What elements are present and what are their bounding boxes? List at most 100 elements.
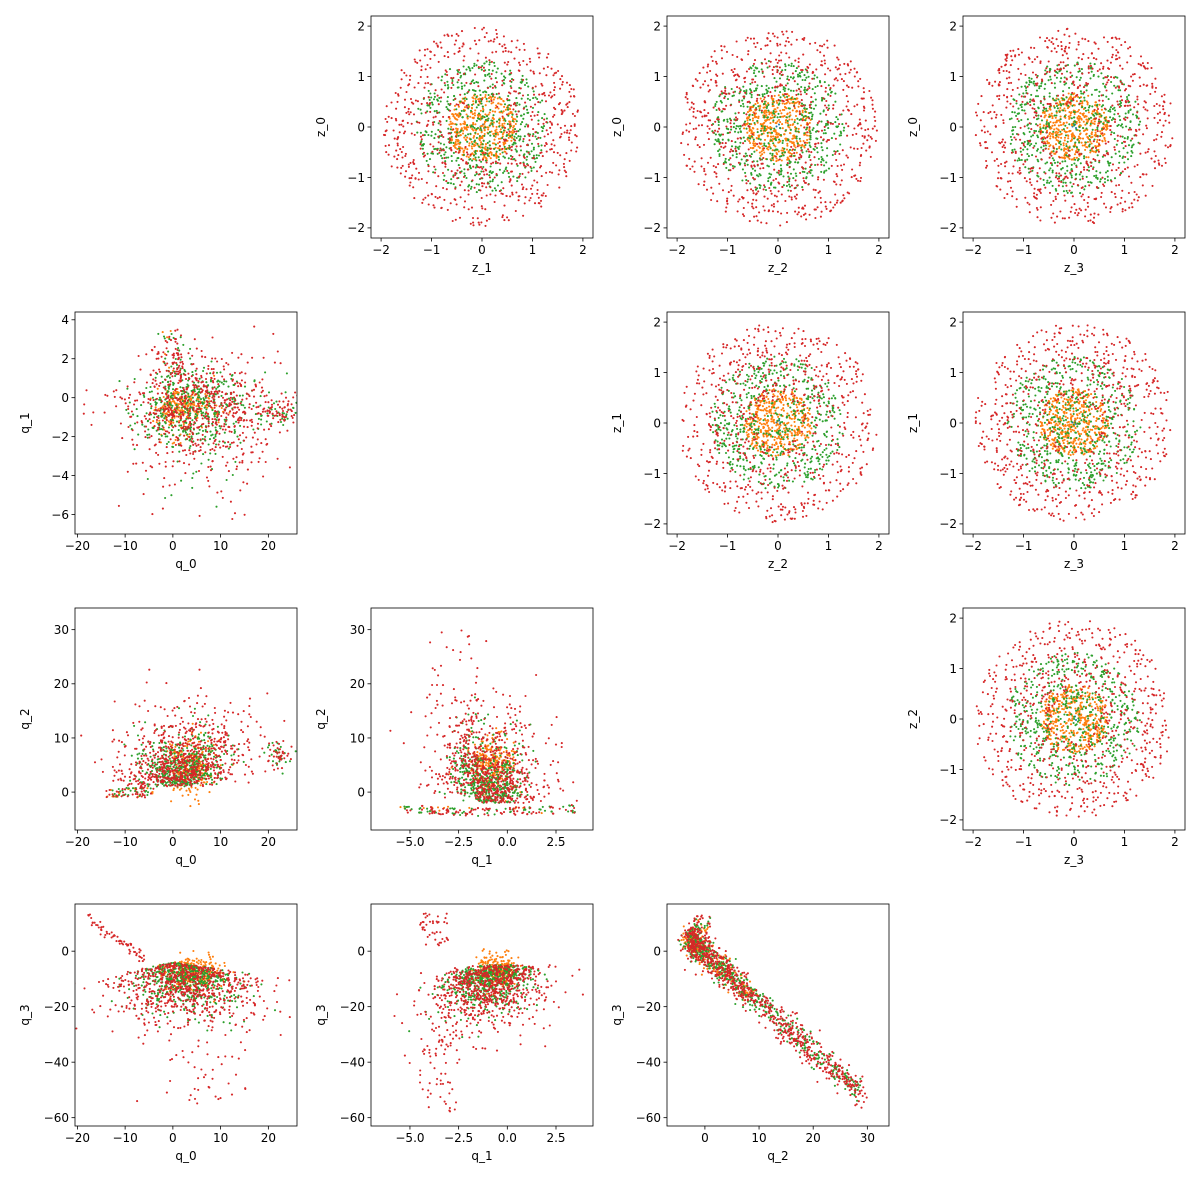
point (1044, 186, 1047, 189)
point (819, 215, 822, 218)
point (509, 85, 512, 88)
point (443, 34, 446, 37)
point (1070, 191, 1073, 194)
point (549, 126, 552, 129)
point (1146, 67, 1149, 70)
point (750, 188, 753, 191)
point (1137, 196, 1140, 199)
point (853, 127, 856, 130)
point (472, 116, 475, 119)
point (808, 82, 811, 85)
point (724, 95, 727, 98)
point (730, 189, 733, 192)
point (803, 91, 807, 94)
point (773, 94, 776, 97)
point (823, 129, 826, 132)
point (1068, 146, 1071, 149)
point (1068, 41, 1071, 45)
point (1029, 98, 1032, 101)
point (794, 158, 798, 161)
point (1052, 130, 1055, 133)
point (1075, 100, 1078, 103)
point (771, 149, 774, 152)
point (544, 194, 547, 198)
point (467, 66, 470, 69)
point (1113, 146, 1116, 149)
point (979, 119, 982, 122)
point (480, 141, 483, 144)
point (800, 215, 803, 218)
point (729, 169, 732, 172)
point (794, 59, 797, 62)
point (778, 158, 781, 161)
point (480, 160, 483, 163)
point (1101, 127, 1104, 130)
point (776, 85, 779, 88)
point (1023, 63, 1026, 66)
point (1113, 84, 1116, 87)
point (542, 125, 546, 128)
point (484, 208, 487, 211)
point (724, 92, 727, 95)
point (1129, 108, 1132, 111)
point (756, 67, 759, 70)
point (1065, 189, 1068, 192)
point (777, 94, 780, 97)
point (514, 110, 517, 113)
point (533, 114, 536, 117)
point (1121, 210, 1124, 213)
point (429, 106, 432, 109)
point (1030, 167, 1033, 170)
point (779, 91, 782, 94)
point (488, 124, 491, 127)
point (783, 133, 786, 136)
point (796, 83, 799, 86)
point (796, 142, 799, 145)
point (472, 154, 476, 157)
point (1044, 137, 1047, 140)
point (496, 142, 500, 145)
point (734, 73, 737, 76)
point (788, 140, 792, 143)
point (1110, 131, 1113, 134)
point (760, 85, 763, 88)
point (477, 173, 480, 176)
point (1104, 142, 1107, 145)
point (1035, 197, 1038, 200)
point (751, 113, 754, 116)
point (1036, 171, 1039, 175)
point (1124, 200, 1127, 203)
point (1123, 89, 1127, 92)
point (782, 33, 785, 36)
point (489, 180, 492, 183)
point (513, 157, 516, 161)
point (487, 97, 491, 100)
point (800, 156, 803, 159)
point (451, 79, 454, 83)
point (397, 93, 400, 96)
point (538, 72, 541, 75)
point (1059, 124, 1063, 127)
point (805, 107, 808, 110)
point (857, 85, 860, 88)
point (423, 86, 426, 89)
point (475, 96, 478, 99)
point (480, 117, 483, 120)
point (460, 158, 463, 161)
point (706, 125, 709, 128)
point (820, 210, 823, 213)
point (1101, 134, 1105, 137)
point (527, 164, 530, 167)
point (1111, 56, 1114, 59)
point (508, 104, 511, 107)
point (1010, 151, 1013, 154)
point (1079, 124, 1082, 127)
point (735, 124, 738, 128)
point (518, 48, 521, 51)
point (783, 89, 786, 93)
point (871, 99, 874, 102)
point (477, 183, 481, 186)
point (1122, 147, 1125, 150)
point (835, 116, 838, 119)
point (776, 44, 779, 47)
